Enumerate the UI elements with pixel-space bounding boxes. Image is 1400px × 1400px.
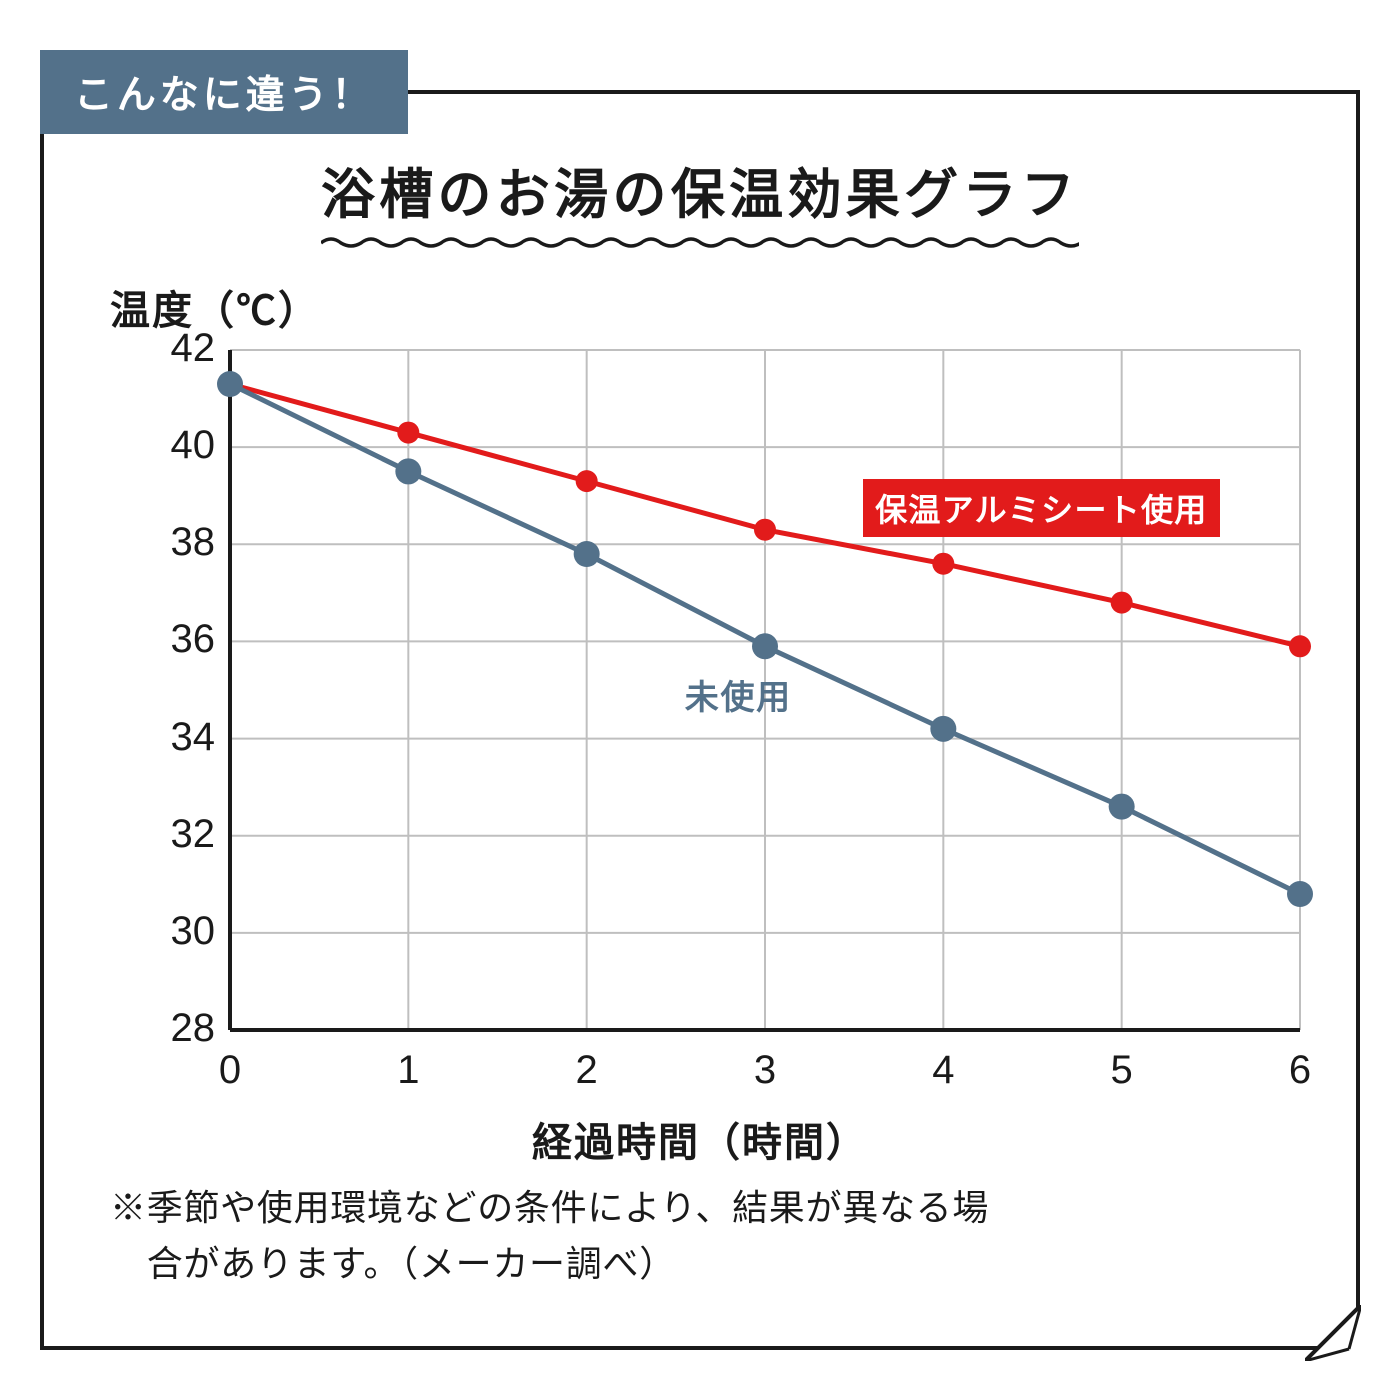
dog-ear-icon <box>1305 1305 1361 1361</box>
figure-card: こんなに違う！ 浴槽のお湯の保温効果グラフ 温度（℃） 283032343638… <box>40 50 1360 1360</box>
header-badge-text: こんなに違う！ <box>74 74 374 117</box>
header-badge: こんなに違う！ <box>40 50 408 134</box>
card-frame <box>40 90 1360 1350</box>
